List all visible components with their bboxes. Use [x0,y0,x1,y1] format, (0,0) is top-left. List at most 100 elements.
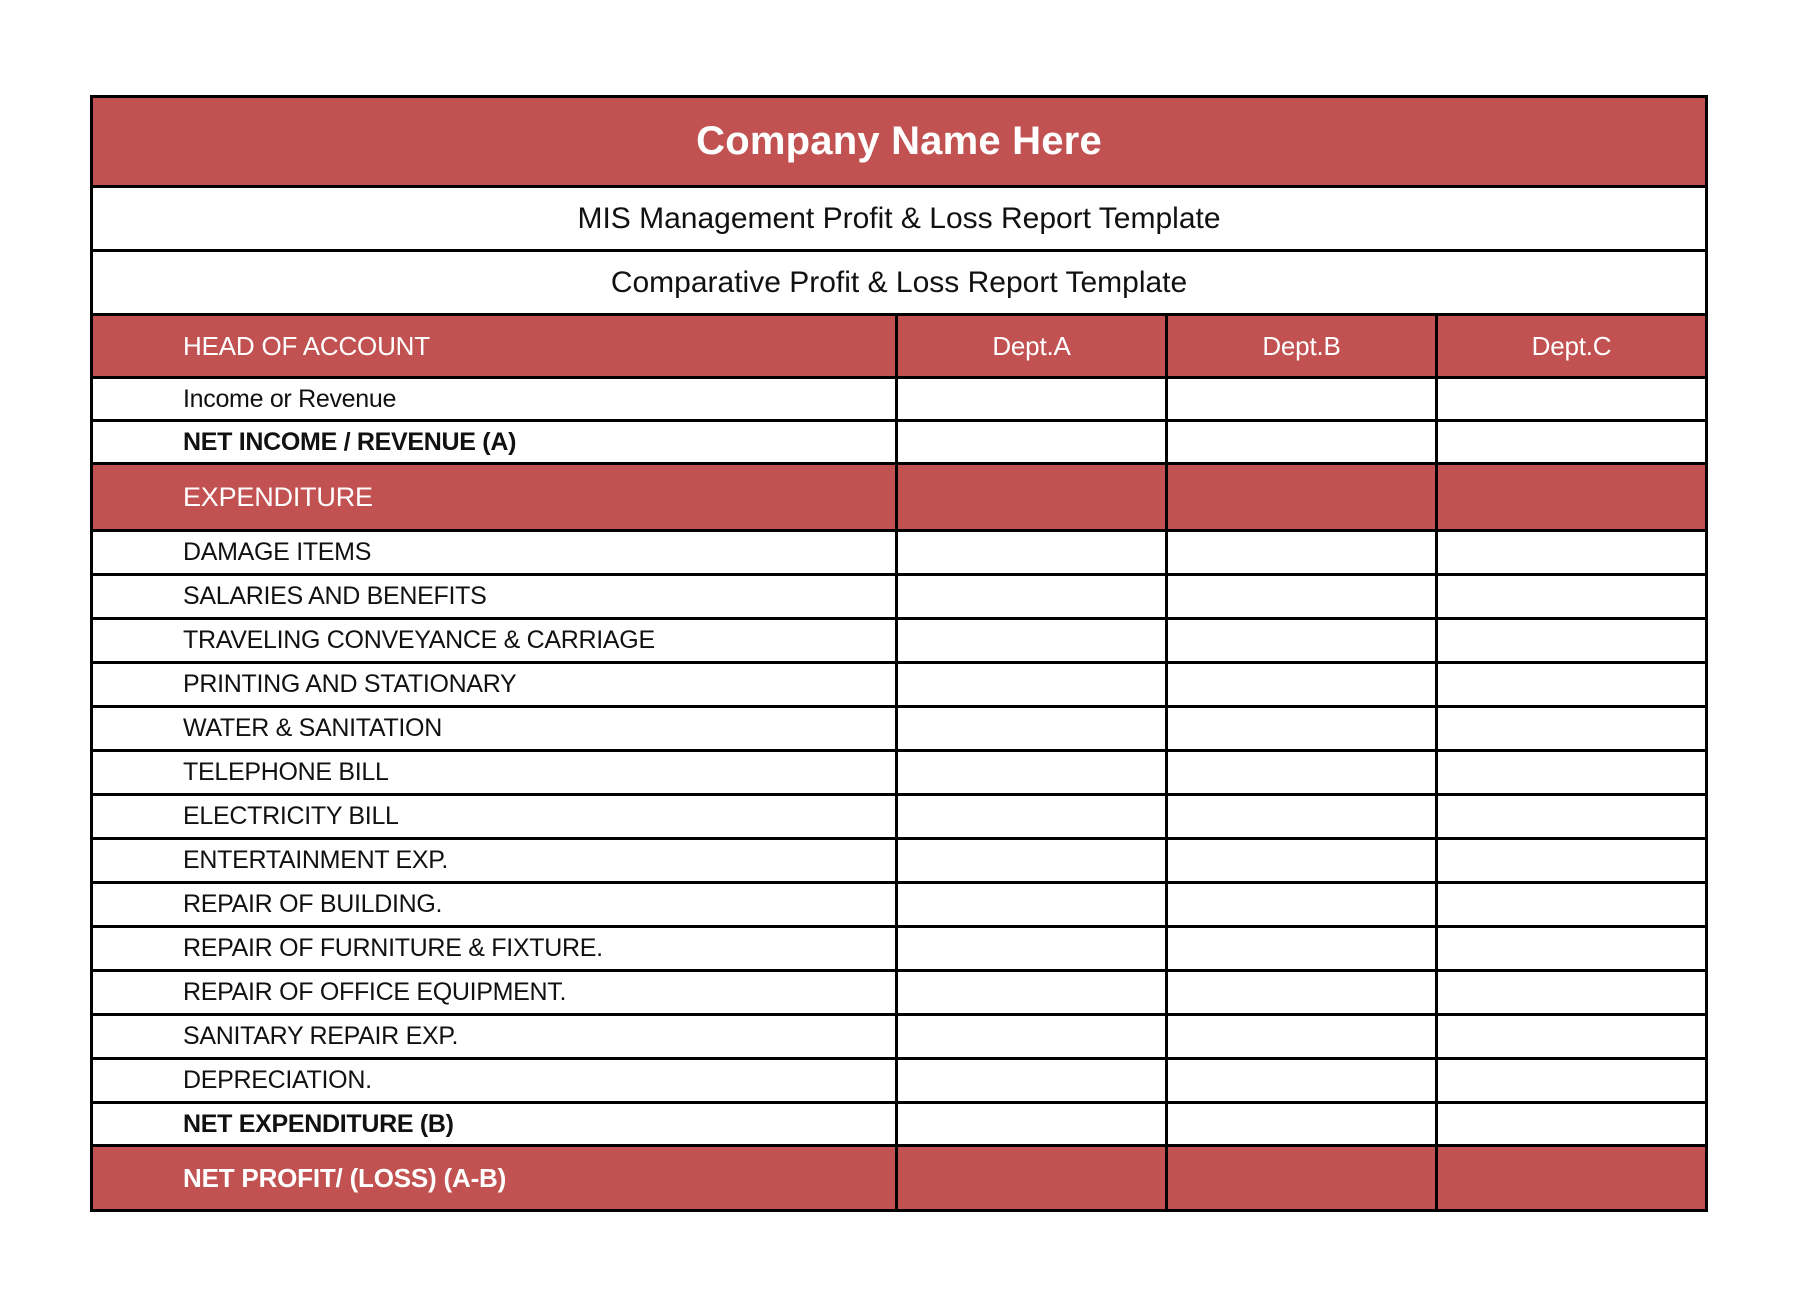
row-label: NET INCOME / REVENUE (A) [90,419,898,465]
dept-c-cell[interactable] [1434,419,1709,465]
dept-b-cell [1165,1144,1438,1212]
dept-c-cell[interactable] [1434,1057,1709,1104]
row-label: DAMAGE ITEMS [90,529,898,576]
dept-a-cell[interactable] [895,793,1168,840]
report-subtitle-comparative: Comparative Profit & Loss Report Templat… [89,249,1709,316]
row-repair-of-furniture-fixture: REPAIR OF FURNITURE & FIXTURE. [90,925,1709,972]
dept-c-cell[interactable] [1434,1101,1709,1147]
dept-c-cell[interactable] [1434,661,1709,708]
dept-c-cell[interactable] [1434,969,1709,1016]
dept-a-cell[interactable] [895,881,1168,928]
dept-b-cell[interactable] [1165,881,1438,928]
dept-a-cell[interactable] [895,1013,1168,1060]
row-net-profit-loss: NET PROFIT/ (LOSS) (A-B) [90,1144,1709,1212]
dept-a-cell[interactable] [895,573,1168,620]
row-salaries-and-benefits: SALARIES AND BENEFITS [90,573,1709,620]
row-electricity-bill: ELECTRICITY BILL [90,793,1709,840]
dept-b-cell [1165,462,1438,532]
row-label: PRINTING AND STATIONARY [90,661,898,708]
dept-a-cell [895,1144,1168,1212]
report-subtitle-mis: MIS Management Profit & Loss Report Temp… [89,185,1709,252]
column-header-row: HEAD OF ACCOUNT Dept.A Dept.B Dept.C [90,313,1709,379]
dept-a-cell[interactable] [895,529,1168,576]
dept-b-cell[interactable] [1165,793,1438,840]
company-title-row: Company Name Here [89,95,1709,188]
dept-c-cell[interactable] [1434,705,1709,752]
row-label: NET PROFIT/ (LOSS) (A-B) [90,1144,898,1212]
dept-c-cell[interactable] [1434,837,1709,884]
row-water-sanitation: WATER & SANITATION [90,705,1709,752]
row-entertainment-exp: ENTERTAINMENT EXP. [90,837,1709,884]
row-label: DEPRECIATION. [90,1057,898,1104]
dept-b-cell[interactable] [1165,749,1438,796]
dept-c-cell[interactable] [1434,881,1709,928]
row-net-income-revenue-a: NET INCOME / REVENUE (A) [90,419,1709,465]
report-table: Company Name Here MIS Management Profit … [89,95,1709,1212]
row-expenditure-section: EXPENDITURE [90,462,1709,532]
row-label: WATER & SANITATION [90,705,898,752]
dept-a-cell[interactable] [895,705,1168,752]
row-label: Income or Revenue [90,376,898,422]
dept-b-cell[interactable] [1165,573,1438,620]
dept-a-cell[interactable] [895,969,1168,1016]
dept-c-cell[interactable] [1434,1013,1709,1060]
header-dept-c: Dept.C [1434,313,1709,379]
dept-a-cell[interactable] [895,1101,1168,1147]
row-label: TRAVELING CONVEYANCE & CARRIAGE [90,617,898,664]
dept-c-cell[interactable] [1434,376,1709,422]
pnl-report-sheet: Company Name Here MIS Management Profit … [89,95,1709,1212]
row-label: NET EXPENDITURE (B) [90,1101,898,1147]
company-name-title: Company Name Here [89,95,1709,188]
row-sanitary-repair-exp: SANITARY REPAIR EXP. [90,1013,1709,1060]
dept-a-cell[interactable] [895,749,1168,796]
dept-b-cell[interactable] [1165,376,1438,422]
dept-a-cell[interactable] [895,617,1168,664]
header-dept-b: Dept.B [1165,313,1438,379]
dept-c-cell[interactable] [1434,749,1709,796]
row-label: REPAIR OF FURNITURE & FIXTURE. [90,925,898,972]
section-label: EXPENDITURE [90,462,898,532]
dept-b-cell[interactable] [1165,529,1438,576]
row-net-expenditure-b: NET EXPENDITURE (B) [90,1101,1709,1147]
dept-b-cell[interactable] [1165,617,1438,664]
dept-c-cell[interactable] [1434,617,1709,664]
row-repair-of-office-equipment: REPAIR OF OFFICE EQUIPMENT. [90,969,1709,1016]
row-label: REPAIR OF OFFICE EQUIPMENT. [90,969,898,1016]
dept-a-cell[interactable] [895,419,1168,465]
row-telephone-bill: TELEPHONE BILL [90,749,1709,796]
row-income-or-revenue: Income or Revenue [90,376,1709,422]
dept-c-cell[interactable] [1434,793,1709,840]
dept-b-cell[interactable] [1165,419,1438,465]
dept-c-cell[interactable] [1434,529,1709,576]
dept-c-cell[interactable] [1434,573,1709,620]
row-damage-items: DAMAGE ITEMS [90,529,1709,576]
header-dept-a: Dept.A [895,313,1168,379]
header-head-of-account: HEAD OF ACCOUNT [90,313,898,379]
row-traveling-conveyance-carriage: TRAVELING CONVEYANCE & CARRIAGE [90,617,1709,664]
dept-a-cell[interactable] [895,925,1168,972]
dept-b-cell[interactable] [1165,1101,1438,1147]
row-depreciation: DEPRECIATION. [90,1057,1709,1104]
dept-b-cell[interactable] [1165,1013,1438,1060]
dept-b-cell[interactable] [1165,969,1438,1016]
row-label: SALARIES AND BENEFITS [90,573,898,620]
dept-a-cell[interactable] [895,1057,1168,1104]
dept-b-cell[interactable] [1165,1057,1438,1104]
row-label: REPAIR OF BUILDING. [90,881,898,928]
row-label: ELECTRICITY BILL [90,793,898,840]
row-printing-and-stationary: PRINTING AND STATIONARY [90,661,1709,708]
dept-b-cell[interactable] [1165,925,1438,972]
dept-b-cell[interactable] [1165,705,1438,752]
dept-c-cell[interactable] [1434,925,1709,972]
dept-c-cell [1434,462,1709,532]
dept-b-cell[interactable] [1165,661,1438,708]
row-repair-of-building: REPAIR OF BUILDING. [90,881,1709,928]
dept-a-cell[interactable] [895,376,1168,422]
subtitle-row-2: Comparative Profit & Loss Report Templat… [89,249,1709,316]
dept-a-cell[interactable] [895,837,1168,884]
dept-c-cell [1434,1144,1709,1212]
dept-a-cell [895,462,1168,532]
dept-a-cell[interactable] [895,661,1168,708]
dept-b-cell[interactable] [1165,837,1438,884]
